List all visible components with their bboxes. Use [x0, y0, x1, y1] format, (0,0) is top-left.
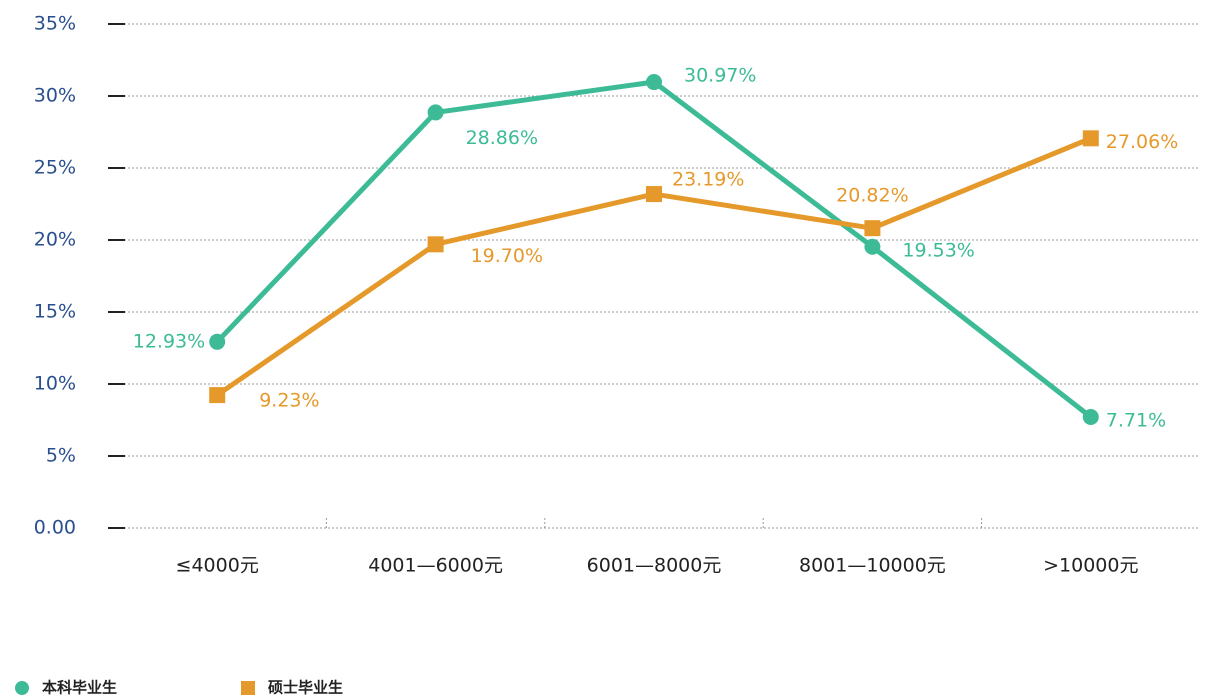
point [1082, 408, 1099, 425]
y-tick-label: 20% [34, 229, 76, 251]
y-tick-label: 15% [34, 301, 76, 323]
x-tick-label: ≤4000元 [176, 555, 259, 577]
point [1082, 130, 1099, 147]
point [209, 387, 226, 404]
point [864, 238, 881, 255]
data-label: 28.86% [466, 127, 538, 149]
data-label: 27.06% [1106, 131, 1178, 153]
y-tick-label: 30% [34, 85, 76, 107]
point [427, 236, 444, 253]
x-tick-label: 4001—6000元 [368, 555, 503, 577]
y-tick-label: 0.00 [34, 517, 76, 539]
y-tick-label: 5% [46, 445, 76, 467]
y-tick-label: 10% [34, 373, 76, 395]
legend-marker [241, 681, 255, 695]
point [646, 186, 662, 203]
data-label: 30.97% [684, 65, 756, 87]
series-line [215, 136, 1092, 398]
x-tick-label: 8001—10000元 [799, 555, 946, 577]
point [209, 333, 226, 350]
point [646, 74, 662, 91]
point [427, 104, 444, 121]
y-tick-label: 35% [34, 13, 76, 35]
point [864, 220, 881, 237]
data-label: 20.82% [836, 185, 908, 207]
legend-label: 硕士毕业生 [268, 679, 343, 695]
data-label: 9.23% [259, 390, 319, 412]
data-label: 23.19% [672, 169, 744, 191]
x-tick-label: 6001—8000元 [587, 555, 722, 577]
x-tick-label: >10000元 [1043, 555, 1138, 577]
data-label: 19.53% [902, 239, 974, 261]
data-label: 7.71% [1106, 409, 1166, 431]
legend-marker [15, 681, 29, 695]
data-label: 12.93% [133, 330, 205, 352]
y-tick-label: 25% [34, 157, 76, 179]
data-label: 19.70% [471, 245, 543, 267]
legend-label: 本科毕业生 [42, 679, 117, 695]
